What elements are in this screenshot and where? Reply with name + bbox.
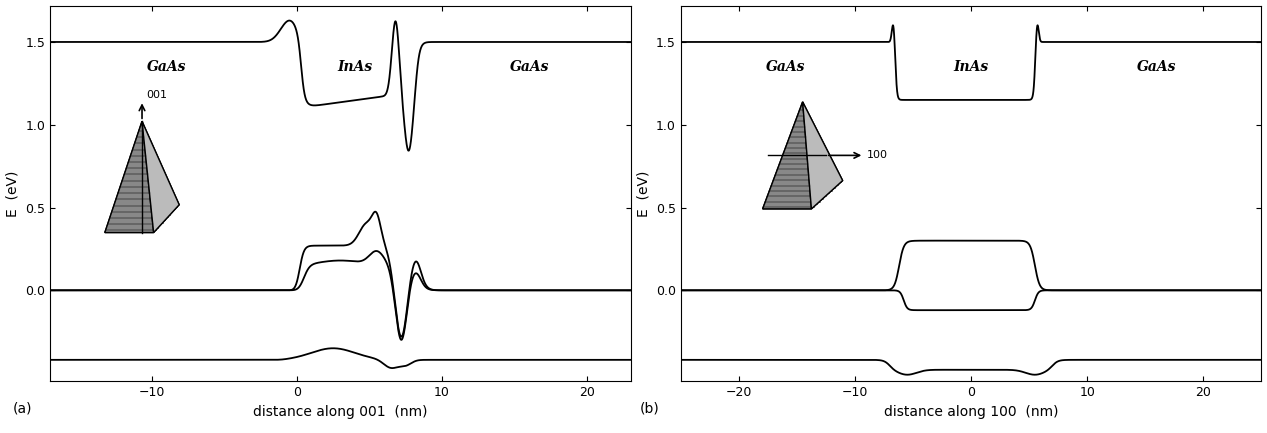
X-axis label: distance along 001  (nm): distance along 001 (nm) xyxy=(253,405,427,419)
Polygon shape xyxy=(763,102,803,209)
Y-axis label: E  (eV): E (eV) xyxy=(636,170,650,216)
Polygon shape xyxy=(105,121,142,233)
Polygon shape xyxy=(803,102,843,209)
Polygon shape xyxy=(794,102,843,181)
Text: GaAs: GaAs xyxy=(509,60,549,74)
Polygon shape xyxy=(105,121,153,233)
Text: InAs: InAs xyxy=(954,60,988,74)
X-axis label: distance along 100  (nm): distance along 100 (nm) xyxy=(884,405,1058,419)
Polygon shape xyxy=(142,121,179,233)
Text: 001: 001 xyxy=(147,90,167,100)
Text: GaAs: GaAs xyxy=(147,60,186,74)
Polygon shape xyxy=(131,121,179,205)
Text: InAs: InAs xyxy=(337,60,372,74)
Polygon shape xyxy=(763,102,811,209)
Text: 100: 100 xyxy=(867,150,888,160)
Y-axis label: E  (eV): E (eV) xyxy=(5,170,19,216)
Text: GaAs: GaAs xyxy=(1138,60,1177,74)
Text: (a): (a) xyxy=(13,402,32,416)
Polygon shape xyxy=(763,181,843,209)
Text: GaAs: GaAs xyxy=(765,60,805,74)
Text: (b): (b) xyxy=(640,402,660,416)
Polygon shape xyxy=(105,205,179,233)
